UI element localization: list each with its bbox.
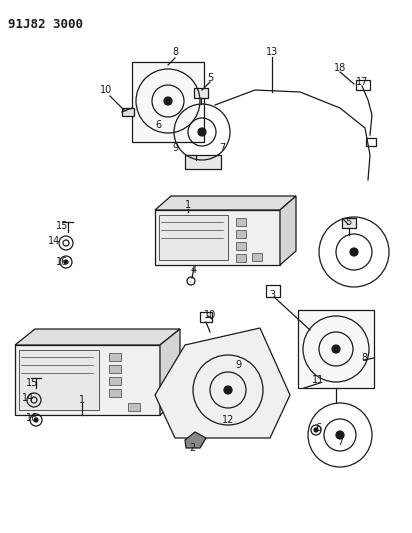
Text: 2: 2: [189, 443, 195, 453]
Text: 91J82 3000: 91J82 3000: [8, 18, 83, 31]
Text: 12: 12: [222, 415, 234, 425]
Circle shape: [332, 345, 340, 353]
Text: 14: 14: [22, 393, 34, 403]
Bar: [128, 403, 140, 411]
Text: 16: 16: [26, 413, 38, 423]
Text: 13: 13: [266, 47, 278, 57]
Text: 15: 15: [26, 378, 38, 388]
Circle shape: [336, 431, 344, 439]
Polygon shape: [155, 196, 296, 210]
Text: 5: 5: [345, 217, 351, 227]
Bar: [236, 254, 246, 262]
Text: 11: 11: [312, 375, 324, 385]
Text: 8: 8: [172, 47, 178, 57]
Text: 18: 18: [334, 63, 346, 73]
Circle shape: [350, 248, 358, 256]
Text: 1: 1: [79, 395, 85, 405]
Text: 1: 1: [185, 200, 191, 210]
Text: 7: 7: [337, 437, 343, 447]
Polygon shape: [15, 329, 180, 345]
Text: 7: 7: [219, 143, 225, 153]
Polygon shape: [160, 329, 180, 415]
Polygon shape: [155, 328, 290, 438]
Bar: [109, 365, 121, 373]
Text: 6: 6: [155, 120, 161, 130]
Bar: [109, 389, 121, 397]
Bar: [236, 242, 246, 250]
Circle shape: [34, 418, 38, 422]
Circle shape: [64, 260, 68, 264]
Bar: [185, 155, 221, 169]
Bar: [356, 80, 370, 90]
Text: 6: 6: [315, 423, 321, 433]
Text: 10: 10: [100, 85, 112, 95]
Bar: [109, 377, 121, 385]
Text: 14: 14: [48, 236, 60, 246]
Circle shape: [224, 386, 232, 394]
Bar: [342, 218, 356, 228]
Text: 3: 3: [269, 290, 275, 300]
Bar: [194, 88, 208, 98]
Text: 4: 4: [191, 265, 197, 275]
Bar: [109, 353, 121, 361]
Bar: [366, 138, 376, 146]
Bar: [236, 230, 246, 238]
Text: 9: 9: [172, 143, 178, 153]
Bar: [15, 345, 160, 415]
Text: 9: 9: [235, 360, 241, 370]
Polygon shape: [280, 196, 296, 265]
Text: 10: 10: [204, 310, 216, 320]
Text: 15: 15: [56, 221, 68, 231]
Text: 5: 5: [207, 73, 213, 83]
Circle shape: [198, 128, 206, 136]
Bar: [155, 210, 280, 265]
Circle shape: [164, 97, 172, 105]
Text: 17: 17: [356, 77, 368, 87]
Bar: [19, 350, 99, 410]
Text: 16: 16: [56, 257, 68, 267]
Bar: [236, 218, 246, 226]
Bar: [298, 310, 374, 388]
Bar: [200, 312, 212, 322]
Bar: [266, 285, 280, 297]
Bar: [159, 215, 228, 260]
Bar: [132, 62, 204, 142]
Polygon shape: [185, 432, 206, 448]
Bar: [122, 108, 134, 116]
Text: 8: 8: [361, 353, 367, 363]
Bar: [253, 253, 262, 261]
Circle shape: [314, 428, 318, 432]
